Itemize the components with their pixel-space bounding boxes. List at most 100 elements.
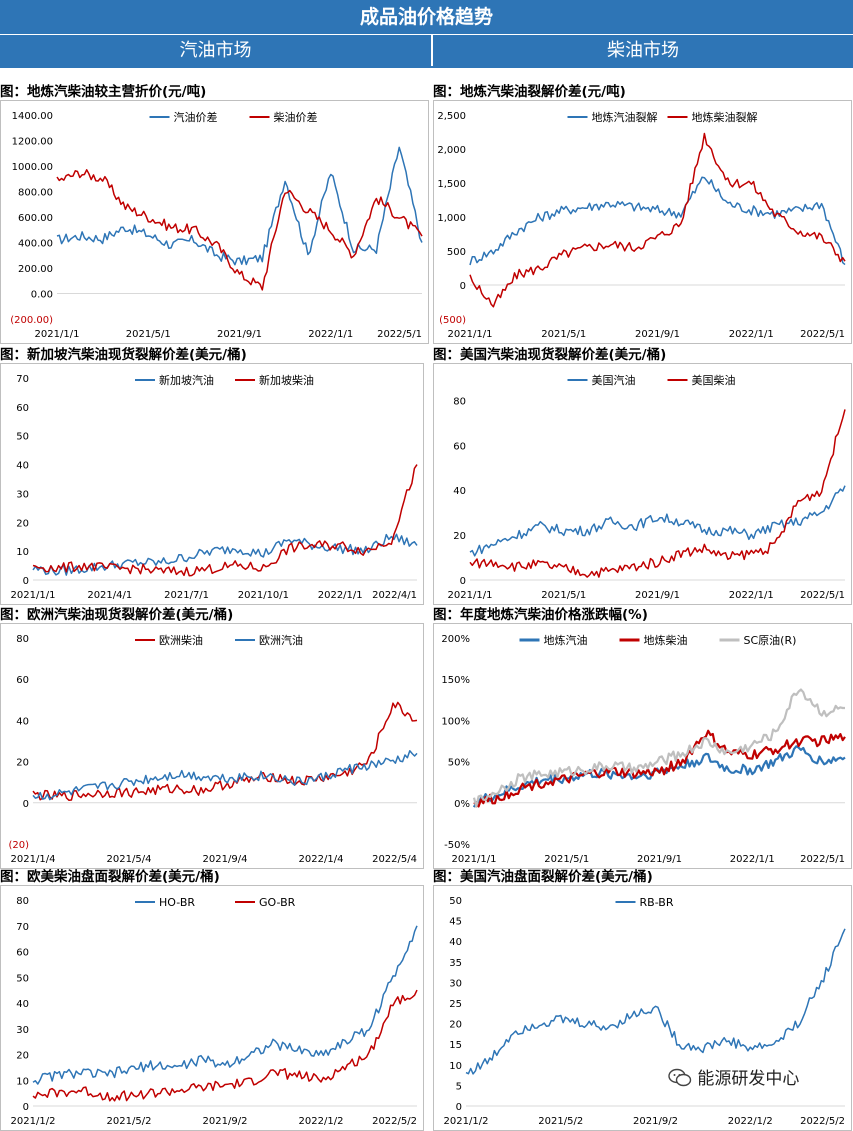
x-tick-label: 2021/9/1 <box>635 590 680 601</box>
y-tick-label: 40 <box>453 486 466 497</box>
x-tick-label: 2021/9/2 <box>633 1116 678 1127</box>
legend-label: GO-BR <box>259 896 296 909</box>
chart-area: -50% 0% 50% 100% 150% 200% 2021/1/1 2021/5/1 202… <box>433 623 852 869</box>
chart-title: 图：地炼汽柴油裂解价差(元/吨) <box>433 84 626 100</box>
chart-area: 0 10 20 30 40 50 60 70 2021/1/1 2021/4/1 2021/7/1 2… <box>0 363 424 605</box>
chart-svg: -50% 0% 50% 100% 150% 200% 2021/1/1 2021/5/1 202… <box>441 633 846 865</box>
chart-title: 图：美国汽柴油现货裂解价差(美元/桶) <box>433 347 667 363</box>
x-tick-label: 2021/1/1 <box>11 590 56 601</box>
y-tick-label: 0 <box>460 281 466 292</box>
y-tick-label: 1400.00 <box>12 111 53 122</box>
x-tick-label: 2022/1/2 <box>728 1116 773 1127</box>
x-tick-label: 2021/9/1 <box>635 329 680 340</box>
x-tick-label: 2022/5/1 <box>377 329 422 340</box>
legend-label: 地炼柴油裂解 <box>692 110 758 124</box>
y-tick-label: 20 <box>16 1051 29 1062</box>
chart-title: 图：欧洲汽柴油现货裂解价差(美元/桶) <box>0 607 234 623</box>
chart-title: 图：欧美柴油盘面裂解价差(美元/桶) <box>0 869 220 885</box>
legend-label: 地炼柴油 <box>644 633 688 647</box>
x-tick-label: 2022/1/1 <box>318 590 363 601</box>
x-tick-label: 2022/1/1 <box>729 590 774 601</box>
x-tick-label: 2021/5/1 <box>541 590 586 601</box>
series-line-1 <box>469 132 846 308</box>
legend-label: HO-BR <box>159 896 195 909</box>
y-tick-label: 500 <box>447 247 466 258</box>
legend-label: 美国汽油 <box>592 373 636 387</box>
x-tick-label: 2021/1/1 <box>448 329 493 340</box>
x-tick-label: 2021/4/1 <box>87 590 132 601</box>
y-tick-label: 80 <box>16 896 29 907</box>
y-tick-label: -50% <box>444 840 470 851</box>
x-tick-label: 2021/5/2 <box>538 1116 583 1127</box>
y-tick-label: 80 <box>16 634 29 645</box>
x-tick-label: 2021/1/1 <box>452 854 497 865</box>
chart-panel-p5: 图：欧洲汽柴油现货裂解价差(美元/桶) (20) 0 20 40 60 80 2021/1/4… <box>0 603 424 869</box>
x-tick-label: 2022/5/4 <box>372 854 417 865</box>
x-tick-label: 2022/4/1 <box>372 590 417 601</box>
legend-label: RB-BR <box>640 896 674 909</box>
y-tick-label: 60 <box>16 403 29 414</box>
y-tick-label: 0.00 <box>31 290 53 301</box>
y-tick-label: 80 <box>453 396 466 407</box>
series-line-0 <box>465 928 846 1075</box>
y-tick-label: 200% <box>441 634 470 645</box>
chart-svg: 0 10 20 30 40 50 60 70 80 2021/1/2 2021/5/2 2021/9/… <box>11 896 418 1127</box>
x-tick-label: 2022/5/2 <box>800 1116 845 1127</box>
chart-svg: (500) 0 500 1,000 1,500 2,000 2,500 2021/1/1 202… <box>437 110 846 340</box>
y-tick-label: 200.00 <box>18 264 53 275</box>
chart-title: 图：年度地炼汽柴油价格涨跌幅(%) <box>433 607 648 623</box>
x-tick-label: 2022/1/4 <box>299 854 344 865</box>
y-tick-label: 50 <box>449 896 462 907</box>
y-tick-label: 5 <box>456 1081 462 1092</box>
legend-label: 柴油价差 <box>274 110 318 124</box>
x-tick-label: 2021/7/1 <box>164 590 209 601</box>
x-tick-label: 2021/5/2 <box>107 1116 152 1127</box>
x-tick-label: 2021/5/1 <box>544 854 589 865</box>
y-tick-label: 150% <box>441 675 470 686</box>
series-line-1 <box>32 989 418 1102</box>
y-tick-label: 20 <box>449 1020 462 1031</box>
y-tick-label: 1,000 <box>437 213 466 224</box>
series-line-0 <box>469 485 846 557</box>
chart-svg: (20) 0 20 40 60 80 2021/1/4 2021/5/4 2021/9/4 202… <box>8 633 418 865</box>
y-tick-label: 40 <box>449 937 462 948</box>
y-tick-label: 20 <box>16 758 29 769</box>
y-tick-label: 100% <box>441 716 470 727</box>
y-tick-label: 1200.00 <box>12 137 53 148</box>
y-tick-label: 20 <box>16 518 29 529</box>
x-tick-label: 2021/1/2 <box>11 1116 56 1127</box>
y-tick-label: 10 <box>16 1076 29 1087</box>
y-tick-label: 30 <box>449 978 462 989</box>
x-tick-label: 2021/9/4 <box>203 854 248 865</box>
y-tick-label: 0 <box>23 576 29 587</box>
y-tick-label: 20 <box>453 531 466 542</box>
chart-title: 图：美国汽油盘面裂解价差(美元/桶) <box>433 869 653 885</box>
y-tick-label: 35 <box>449 958 462 969</box>
watermark: 能源研发中心 <box>668 1064 799 1089</box>
x-tick-label: 2022/1/2 <box>299 1116 344 1127</box>
x-tick-label: 2022/5/1 <box>800 854 845 865</box>
x-tick-label: 2021/5/1 <box>541 329 586 340</box>
x-tick-label: 2022/5/1 <box>800 590 845 601</box>
y-tick-label: 1000.00 <box>12 162 53 173</box>
y-tick-label: 0 <box>460 576 466 587</box>
legend-label: 新加坡汽油 <box>159 373 214 387</box>
y-tick-label: 40 <box>16 716 29 727</box>
legend-label: 汽油价差 <box>174 110 218 124</box>
y-tick-label: 30 <box>16 1025 29 1036</box>
series-line-0 <box>32 533 418 576</box>
chart-panel-p4: 图：美国汽柴油现货裂解价差(美元/桶) 0 20 40 60 80 2021/1/1 2021… <box>433 343 852 605</box>
series-line-0 <box>32 925 418 1085</box>
y-tick-label: (500) <box>439 315 466 326</box>
y-tick-label: 1,500 <box>437 179 466 190</box>
legend-label: 欧洲汽油 <box>259 633 303 647</box>
y-tick-label: 50% <box>448 758 470 769</box>
x-tick-label: 2021/10/1 <box>238 590 289 601</box>
tab-diesel-market: 柴油市场 <box>433 34 853 67</box>
chart-area: (500) 0 500 1,000 1,500 2,000 2,500 2021/1/1 202… <box>433 100 852 344</box>
legend-label: 欧洲柴油 <box>159 633 203 647</box>
y-tick-label: 2,000 <box>437 145 466 156</box>
chart-area: (20) 0 20 40 60 80 2021/1/4 2021/5/4 2021/9/4 202… <box>0 623 424 869</box>
chart-svg: 0 20 40 60 80 2021/1/1 2021/5/1 2021/9/1 2022/1/… <box>448 373 846 601</box>
chart-panel-p6: 图：年度地炼汽柴油价格涨跌幅(%) -50% 0% 50% 100% 150% 200% 20… <box>433 603 852 869</box>
